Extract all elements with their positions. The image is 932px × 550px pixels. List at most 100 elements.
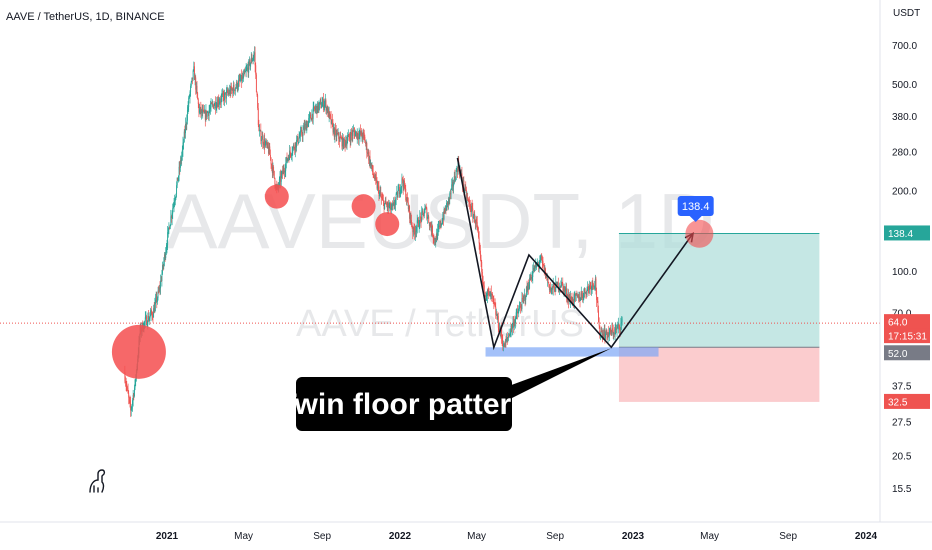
candle-body: [382, 199, 384, 201]
y-tick-label: 500.0: [892, 80, 917, 91]
candle-body: [476, 222, 478, 227]
candle-body: [268, 147, 269, 154]
candle-body: [569, 296, 571, 302]
candle-body: [290, 153, 292, 156]
candle-body: [407, 197, 409, 203]
candle-body: [327, 108, 329, 113]
candle-body: [435, 241, 437, 243]
candle-body: [181, 149, 183, 156]
candle-body: [190, 81, 192, 86]
candle-body: [400, 187, 402, 193]
candle-body: [310, 118, 312, 121]
candle-body: [431, 225, 433, 232]
candle-body: [579, 296, 581, 301]
x-tick-label: May: [467, 531, 486, 542]
candle-body: [379, 192, 381, 193]
candle-body: [397, 190, 399, 198]
candle-body: [471, 206, 472, 213]
candle-body: [249, 60, 251, 67]
candle-body: [218, 102, 220, 105]
candle-body: [556, 282, 558, 286]
candle-body: [552, 283, 554, 290]
candle-body: [487, 289, 488, 296]
candle-body: [291, 155, 292, 157]
candle-body: [513, 321, 515, 328]
candle-body: [282, 169, 284, 174]
candle-body: [384, 200, 386, 204]
candle-body: [601, 331, 603, 338]
candle-body: [536, 264, 538, 268]
candle-body: [473, 213, 475, 217]
candle-body: [527, 284, 529, 289]
candle-body: [440, 221, 442, 226]
candle-body: [229, 89, 231, 95]
price-badge-label: 52.0: [888, 349, 908, 360]
candle-body: [611, 328, 613, 335]
candle-body: [414, 230, 416, 235]
candle-body: [215, 101, 216, 109]
candle-body: [497, 316, 499, 320]
candle-body: [561, 281, 563, 284]
candle-body: [126, 385, 128, 388]
candle-body: [395, 193, 397, 200]
candle-body: [213, 104, 215, 109]
candle-body: [255, 74, 257, 93]
candle-body: [255, 65, 257, 75]
candle-body: [299, 131, 301, 137]
candle-body: [294, 148, 296, 151]
candle-body: [427, 216, 429, 218]
candle-body: [242, 76, 244, 78]
candle-body: [340, 138, 342, 139]
candle-body: [435, 233, 437, 242]
candle-body: [515, 312, 517, 318]
candle-body: [492, 296, 494, 299]
candle-body: [319, 102, 321, 105]
candle-body: [399, 192, 401, 194]
candle-body: [145, 316, 147, 318]
y-tick-label: 100.0: [892, 267, 917, 278]
candle-body: [578, 294, 580, 301]
candle-body: [158, 287, 160, 292]
candle-body: [212, 103, 214, 105]
candle-body: [390, 208, 392, 210]
candle-body: [595, 278, 597, 291]
candle-body: [566, 288, 568, 297]
candle-body: [541, 256, 543, 260]
candle-body: [552, 286, 554, 290]
candle-body: [464, 189, 465, 191]
candle-body: [432, 225, 434, 236]
candle-body: [518, 309, 520, 313]
candle-body: [322, 99, 324, 108]
candle-body: [186, 110, 188, 121]
highlight-marker: [685, 219, 714, 248]
candle-body: [615, 328, 617, 330]
candle-body: [267, 142, 269, 148]
candle-body: [583, 292, 585, 298]
candle-body: [338, 138, 340, 142]
candle-body: [264, 139, 266, 147]
candle-body: [240, 75, 242, 81]
candle-body: [273, 170, 275, 178]
candle-body: [183, 131, 185, 143]
candle-body: [216, 103, 218, 107]
candle-body: [384, 203, 386, 209]
candle-body: [311, 113, 313, 121]
candle-body: [200, 107, 202, 114]
price-badge: [884, 225, 930, 241]
candle-body: [126, 387, 128, 389]
candle-body: [598, 310, 599, 323]
candle-body: [479, 243, 481, 251]
candle-body: [289, 150, 291, 154]
candle-body: [202, 110, 204, 114]
candle-body: [416, 227, 418, 232]
candle-body: [372, 165, 374, 172]
candle-body: [501, 337, 503, 341]
candle-body: [534, 265, 536, 272]
candle-body: [243, 74, 245, 78]
candle-body: [132, 400, 133, 406]
candle-body: [531, 277, 533, 279]
candle-body: [467, 198, 469, 201]
candle-body: [580, 293, 582, 299]
candle-body: [160, 280, 162, 282]
